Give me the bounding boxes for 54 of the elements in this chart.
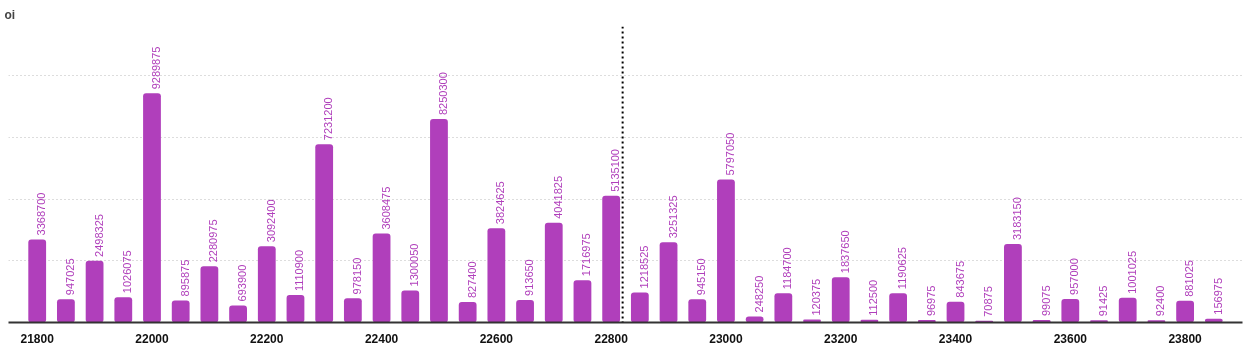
data-label: 895875	[178, 259, 191, 297]
data-label: 5797050	[723, 132, 736, 176]
data-label: 1184700	[781, 247, 794, 290]
data-label: 9289875	[149, 46, 162, 90]
data-label: 3368700	[35, 192, 48, 236]
y-axis-title: oi	[4, 7, 16, 22]
data-label: 1190625	[896, 247, 909, 290]
x-tick-label: 22000	[135, 331, 169, 346]
data-label: 978150	[350, 257, 363, 295]
x-tick-label: 22800	[594, 331, 629, 346]
data-label: 827400	[465, 261, 478, 299]
x-tick-label: 21800	[20, 331, 55, 346]
x-tick-label: 23600	[1053, 331, 1088, 346]
data-label: 945150	[695, 258, 708, 296]
data-label: 156975	[1211, 277, 1224, 315]
data-label: 913650	[523, 259, 536, 296]
data-label: 1716975	[580, 233, 593, 277]
data-label: 957000	[1068, 258, 1081, 295]
data-label: 2280975	[207, 219, 220, 263]
data-label: 92400	[1154, 285, 1167, 317]
x-tick-label: 23400	[938, 331, 973, 346]
data-label: 3824625	[494, 181, 507, 225]
data-label: 693900	[236, 264, 249, 302]
data-label: 1110900	[293, 249, 306, 292]
x-tick-label: 23000	[709, 331, 743, 346]
data-label: 70875	[982, 286, 995, 317]
data-label: 120375	[810, 278, 823, 316]
data-label: 2498325	[92, 214, 105, 257]
data-label: 99075	[1039, 285, 1052, 317]
x-tick-label: 22400	[364, 331, 399, 346]
data-label: 843675	[953, 260, 966, 298]
data-label: 5135100	[609, 149, 622, 192]
data-label: 112500	[867, 279, 880, 316]
data-label: 881025	[1183, 260, 1196, 297]
data-label: 3092400	[264, 199, 277, 243]
data-label: 3183150	[1010, 197, 1023, 240]
x-tick-label: 23800	[1168, 331, 1203, 346]
data-label: 3251325	[666, 195, 679, 239]
data-label: 947025	[63, 258, 76, 296]
data-label: 91425	[1097, 285, 1110, 317]
data-label: 1837650	[838, 230, 851, 274]
data-label: 4041825	[551, 175, 564, 219]
x-tick-label: 23200	[824, 331, 858, 346]
data-label: 8250300	[436, 72, 449, 115]
data-label: 7231200	[322, 97, 335, 141]
x-tick-label: 22200	[250, 331, 284, 346]
data-label: 1001025	[1125, 250, 1138, 294]
data-label: 96975	[924, 285, 937, 317]
data-label: 1300050	[408, 243, 421, 287]
data-label: 1218525	[637, 245, 650, 289]
data-label: 1026075	[121, 250, 134, 294]
data-label: 248250	[752, 275, 765, 313]
x-tick-label: 22600	[479, 331, 514, 346]
data-label: 3608475	[379, 186, 392, 230]
